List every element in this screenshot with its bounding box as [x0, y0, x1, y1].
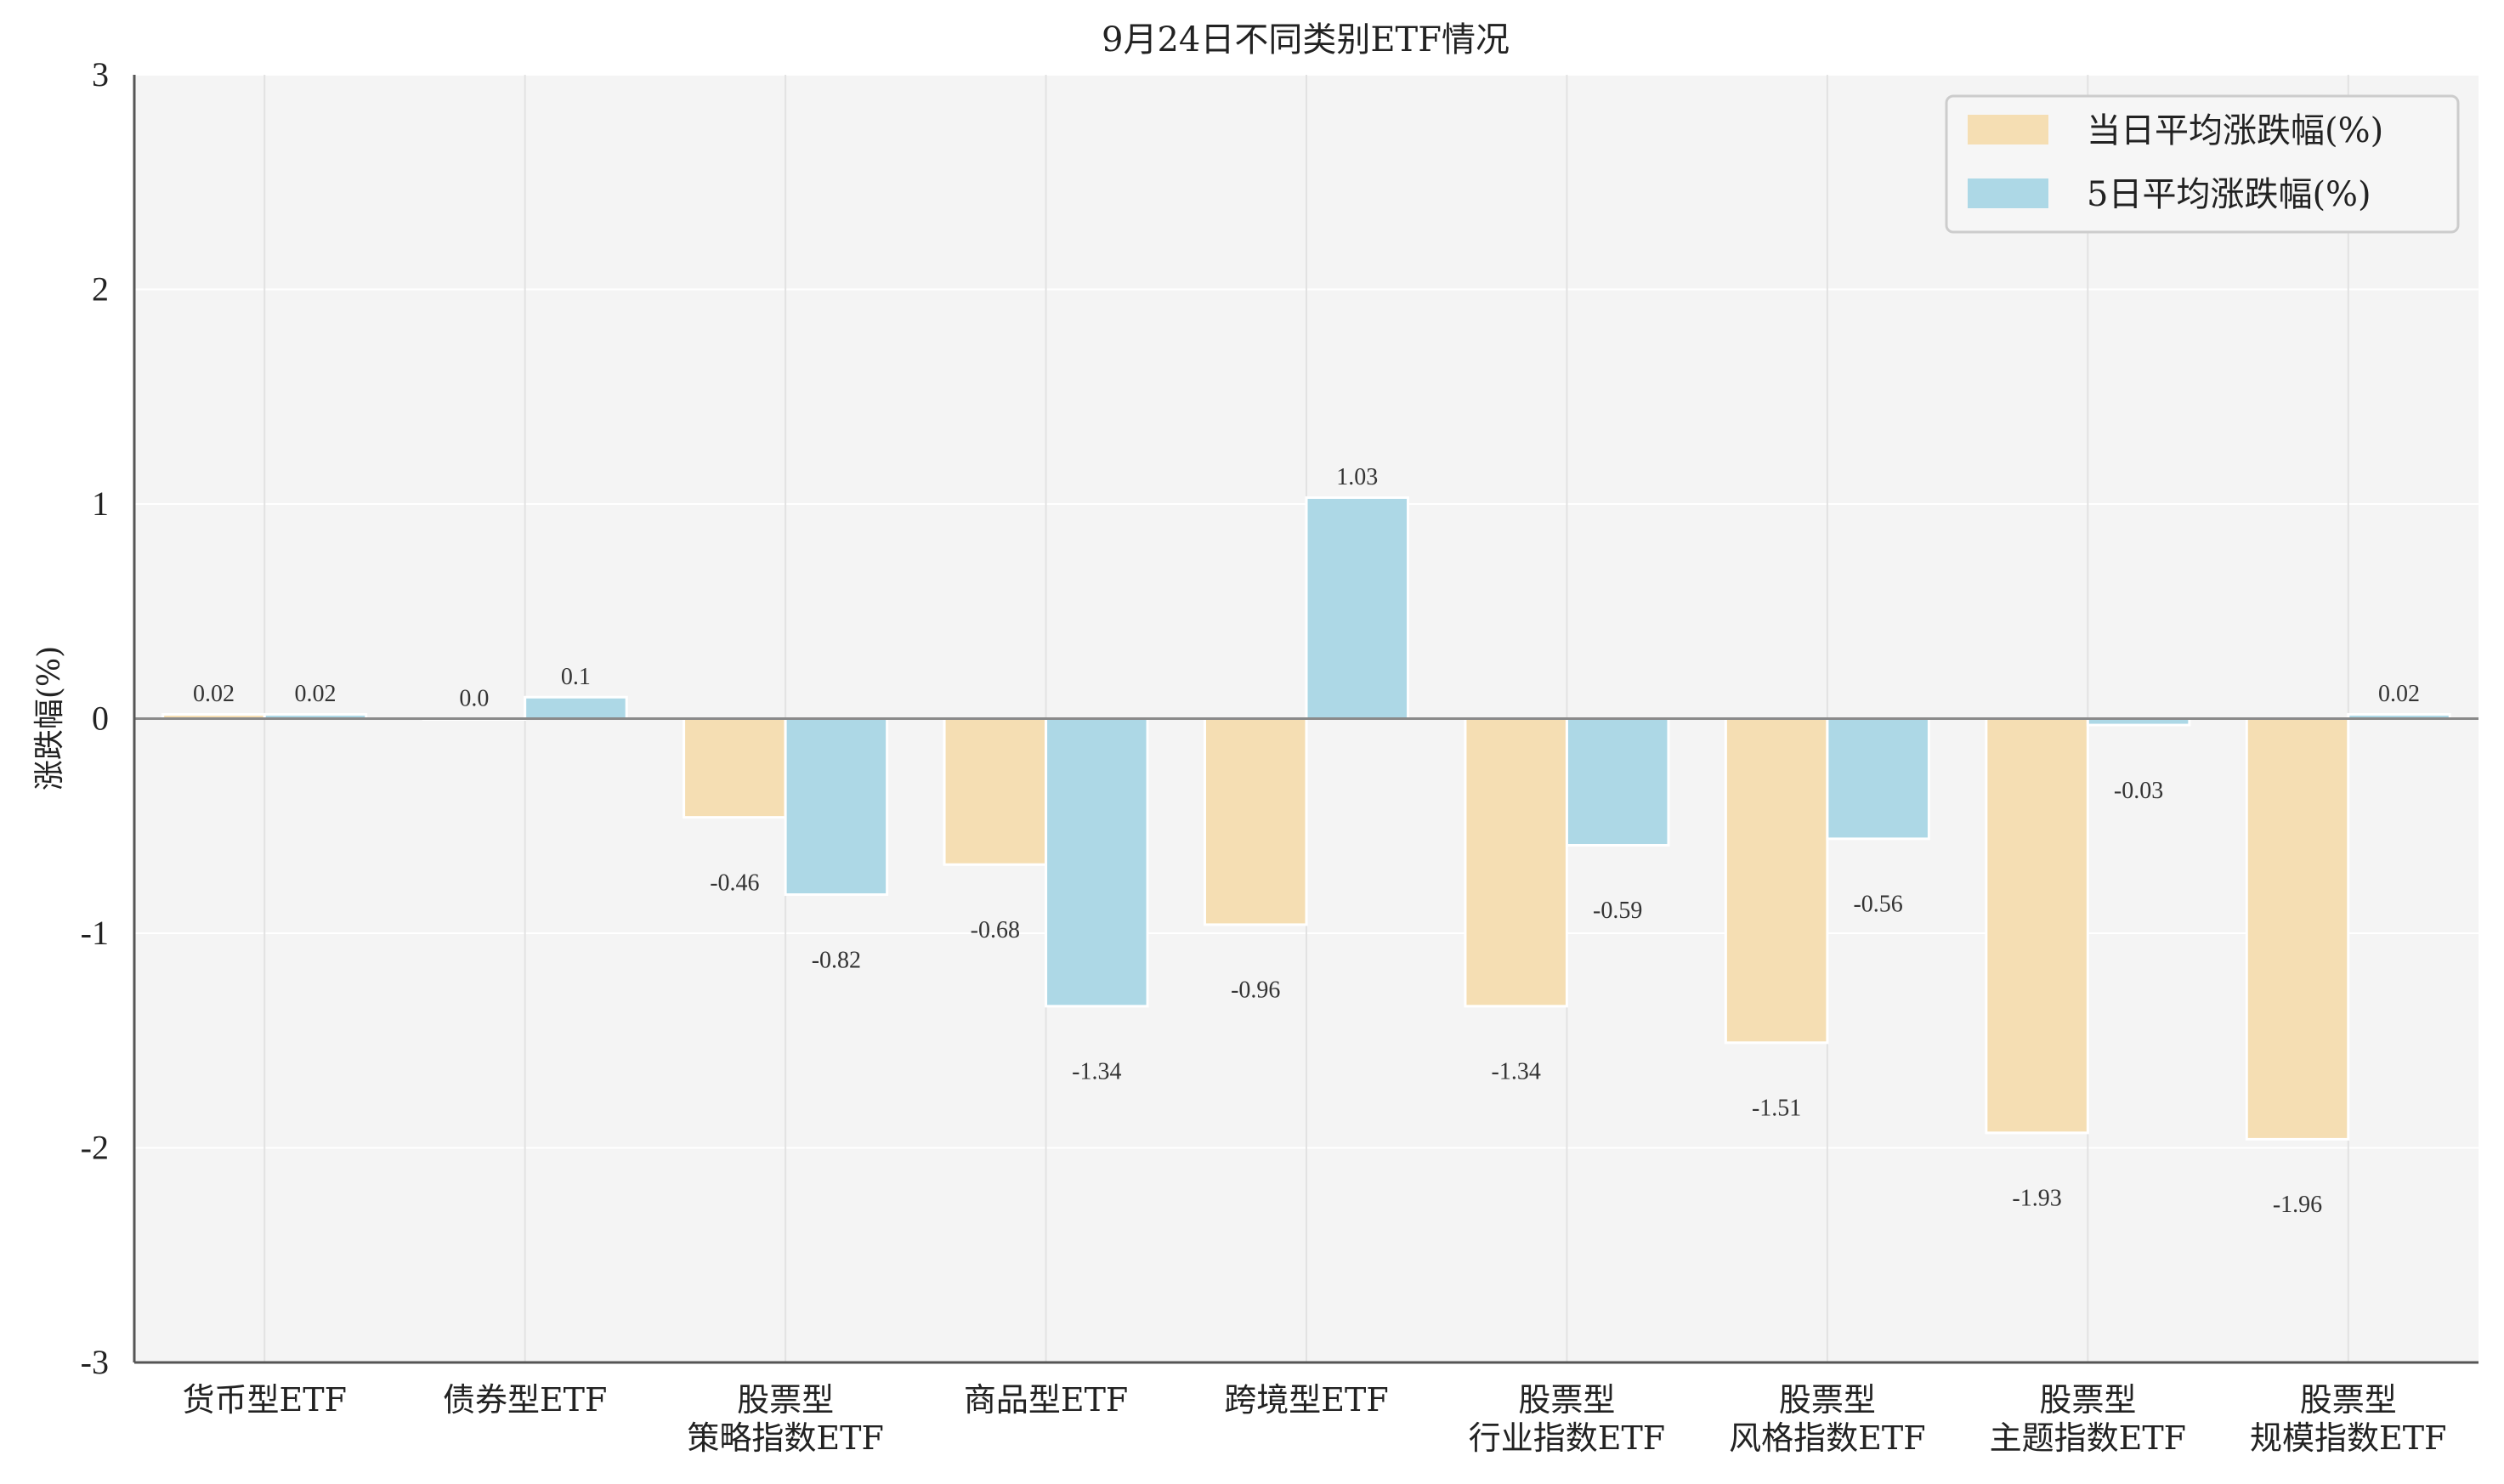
y-tick-label: -2: [81, 1129, 109, 1167]
legend: 当日平均涨跌幅(%) 5日平均涨跌幅(%): [1945, 94, 2460, 234]
x-tick-label: 商品型ETF: [964, 1381, 1128, 1419]
data-label: 0.02: [294, 681, 336, 707]
y-tick-label: -3: [81, 1343, 109, 1381]
data-label: -0.82: [812, 947, 861, 973]
data-label: -1.93: [2012, 1186, 2061, 1212]
data-label: -1.34: [1492, 1059, 1541, 1085]
legend-label: 当日平均涨跌幅(%): [2087, 111, 2383, 150]
bar-daily: [1985, 717, 2089, 1135]
data-label: -0.03: [2114, 778, 2163, 804]
legend-swatch: [1968, 115, 2048, 144]
bar-five-day: [784, 717, 889, 897]
bar-daily: [943, 717, 1048, 866]
data-label: 0.1: [561, 664, 591, 690]
data-label: -0.56: [1853, 892, 1902, 918]
y-tick-label: 3: [92, 55, 109, 93]
x-tick-label: 行业指数ETF: [1469, 1419, 1665, 1457]
data-label: -0.59: [1593, 898, 1642, 924]
x-tick-label: 策略指数ETF: [687, 1419, 883, 1457]
y-axis-label: 涨跌幅(%): [32, 646, 67, 790]
bar-five-day: [524, 695, 628, 720]
legend-label: 5日平均涨跌幅(%): [2087, 175, 2371, 214]
bar-five-day: [1045, 717, 1149, 1008]
x-tick-label: 风格指数ETF: [1729, 1419, 1925, 1457]
bar-daily: [1203, 717, 1308, 926]
data-label: -1.34: [1072, 1059, 1121, 1085]
data-label: 0.02: [2378, 681, 2420, 707]
data-label: -0.96: [1231, 977, 1280, 1004]
bar-daily: [1724, 717, 1829, 1045]
x-tick-label: 股票型: [2039, 1381, 2136, 1419]
x-tick-label: 股票型: [737, 1381, 834, 1419]
y-tick-label: 1: [92, 484, 109, 523]
x-tick-label: 规模指数ETF: [2250, 1419, 2446, 1457]
legend-box: [1945, 94, 2460, 234]
data-label: 0.02: [193, 681, 235, 707]
x-tick-label: 股票型: [2300, 1381, 2397, 1419]
data-label: -0.68: [971, 917, 1020, 943]
bar-five-day: [1826, 717, 1930, 841]
y-tick-label: 2: [92, 270, 109, 309]
bar-daily: [2245, 717, 2350, 1141]
data-label: 1.03: [1336, 464, 1378, 490]
y-tick-label: -1: [81, 914, 109, 952]
chart-title: 9月24日不同类别ETF情况: [1102, 20, 1510, 59]
data-label: -1.96: [2273, 1192, 2322, 1218]
x-tick-label: 债券型ETF: [443, 1381, 607, 1419]
x-tick-label: 主题指数ETF: [1990, 1419, 2186, 1457]
axes-layer: [133, 75, 2479, 1364]
bar-five-day: [1565, 717, 1670, 847]
bar-daily: [683, 717, 787, 819]
bar-daily: [1464, 717, 1568, 1008]
x-tick-label: 股票型: [1518, 1381, 1615, 1419]
y-tick-label: 0: [92, 700, 109, 738]
data-labels-layer: 0.02 0.0 -0.46 -0.68 -0.96 -1.34 -1.51 -1.93 -1.…: [193, 464, 2420, 1218]
bar-five-day: [1305, 496, 1410, 720]
x-tick-label: 跨境型ETF: [1224, 1381, 1388, 1419]
data-label: -1.51: [1752, 1096, 1801, 1122]
legend-swatch: [1968, 178, 2048, 208]
x-tick-label: 股票型: [1779, 1381, 1876, 1419]
data-label: -0.46: [710, 869, 759, 896]
bars-layer: [161, 496, 2451, 1141]
data-label: 0.0: [459, 685, 489, 711]
x-tick-label: 货币型ETF: [182, 1381, 346, 1419]
